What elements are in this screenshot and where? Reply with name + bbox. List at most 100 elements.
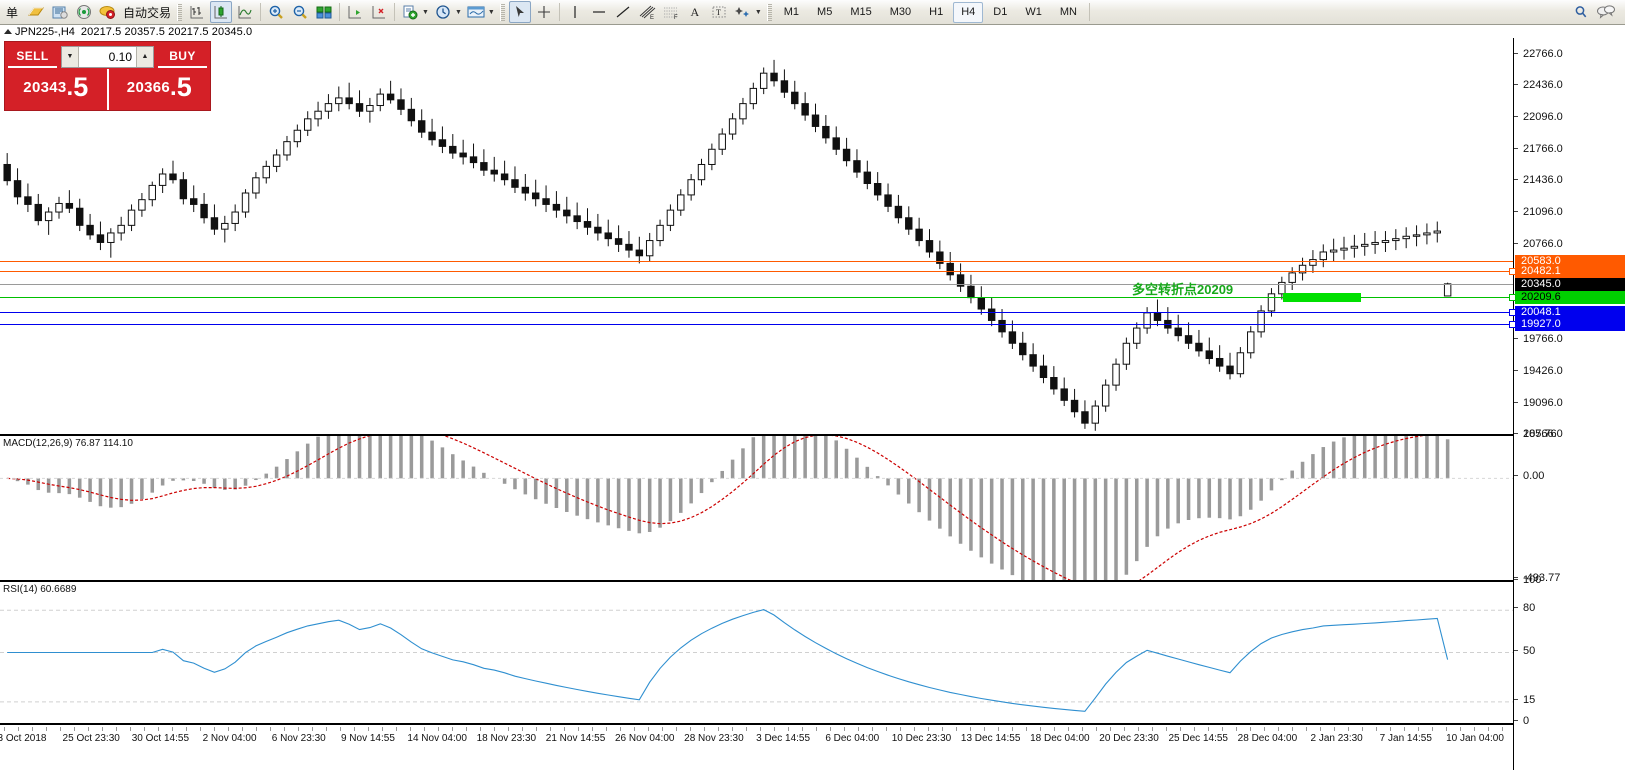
period-clock-icon[interactable]: [432, 1, 454, 23]
folder-icon[interactable]: [25, 1, 47, 23]
search-icon[interactable]: [1570, 1, 1592, 23]
tile-windows-icon[interactable]: [313, 1, 335, 23]
add-indicator-icon[interactable]: [399, 1, 421, 23]
news-icon[interactable]: [49, 1, 71, 23]
rsi-tick-label: 50: [1514, 645, 1625, 657]
shapes-dropdown-icon[interactable]: ▼: [754, 8, 762, 16]
time-axis-label: 3 Dec 14:55: [756, 733, 811, 744]
text-box-icon[interactable]: T: [708, 1, 730, 23]
time-axis-label: 6 Nov 23:30: [271, 733, 326, 744]
tools-grip[interactable]: [499, 3, 505, 21]
price-level-badge[interactable]: 20209.6: [1515, 290, 1625, 304]
line-chart-icon[interactable]: [234, 1, 256, 23]
time-axis-tick: [1166, 727, 1167, 731]
timeframe-h4[interactable]: H4: [953, 1, 984, 23]
text-label-icon[interactable]: A: [690, 4, 700, 19]
time-axis-tick: [1068, 727, 1069, 731]
toolbar-grip[interactable]: [177, 3, 183, 21]
zoom-out-icon[interactable]: [289, 1, 311, 23]
timeframe-m1[interactable]: M1: [783, 6, 800, 18]
auto-scroll-icon[interactable]: [368, 1, 390, 23]
timeframe-grip[interactable]: [766, 3, 772, 21]
chart-shift-icon[interactable]: [344, 1, 366, 23]
sell-button[interactable]: SELL: [8, 45, 57, 68]
time-axis-tick: [1194, 727, 1195, 731]
price-scale[interactable]: 22766.0 22436.0 22096.0 21766.0 21436.0 21096…: [1509, 38, 1625, 770]
vertical-line-icon[interactable]: [564, 1, 586, 23]
time-axis-label: 13 Dec 14:55: [960, 733, 1021, 744]
time-axis-tick: [1208, 727, 1209, 731]
timeframe-m5[interactable]: M5: [817, 6, 833, 18]
crosshair-icon[interactable]: [533, 1, 555, 23]
chart-collapse-icon[interactable]: [4, 29, 12, 34]
timeframe-w1[interactable]: W1: [1025, 6, 1042, 18]
timeframe-mn[interactable]: MN: [1059, 6, 1077, 18]
chart-annotation-text[interactable]: 多空转折点20209: [1132, 281, 1234, 297]
period-dropdown-icon[interactable]: ▼: [454, 8, 462, 16]
time-axis-tick: [256, 727, 257, 731]
highlight-block: [1283, 292, 1361, 302]
time-axis-label: 18 Nov 23:30: [476, 733, 537, 744]
timeframe-h1[interactable]: H1: [929, 6, 944, 18]
volume-value[interactable]: 0.10: [108, 49, 132, 64]
price-pane[interactable]: 多空转折点20209: [0, 38, 1513, 434]
algo-trading-icon[interactable]: [97, 1, 119, 23]
volume-decrement-icon[interactable]: ▼: [62, 46, 79, 67]
time-axis-tick: [760, 727, 761, 731]
signal-icon[interactable]: [73, 1, 95, 23]
price-level-line[interactable]: [0, 270, 1513, 272]
volume-increment-icon[interactable]: ▲: [136, 46, 153, 67]
time-axis-tick: [788, 727, 789, 731]
time-axis-tick: [116, 727, 117, 731]
chat-icon[interactable]: [1594, 1, 1618, 23]
volume-stepper[interactable]: ▼ 0.10 ▲: [61, 45, 154, 68]
timeframe-m15[interactable]: M15: [850, 6, 872, 18]
timeframe-d1[interactable]: D1: [993, 6, 1008, 18]
price-level-handle[interactable]: [1509, 267, 1516, 275]
zoom-in-icon[interactable]: [265, 1, 287, 23]
time-axis-tick: [1222, 727, 1223, 731]
trendline-icon[interactable]: [612, 1, 634, 23]
time-axis-tick: [74, 727, 75, 731]
buy-button[interactable]: BUY: [158, 45, 207, 68]
price-level-line[interactable]: [0, 312, 1513, 314]
time-axis-tick: [872, 727, 873, 731]
time-axis-tick: [32, 727, 33, 731]
price-level-line[interactable]: [0, 323, 1513, 325]
price-level-handle[interactable]: [1509, 309, 1516, 317]
autotrading-label[interactable]: 自动交易: [123, 5, 172, 20]
templates-dropdown-icon[interactable]: ▼: [487, 8, 495, 16]
price-level-badge[interactable]: 20048.1: [1515, 306, 1625, 320]
shapes-icon[interactable]: [732, 1, 754, 23]
time-axis-label: 9 Nov 14:55: [340, 733, 395, 744]
price-level-line[interactable]: [0, 296, 1513, 298]
price-level-line[interactable]: [0, 283, 1513, 285]
candlestick-chart-icon[interactable]: [210, 1, 233, 23]
price-level-badge[interactable]: 20482.1: [1515, 264, 1625, 278]
price-level-badge[interactable]: 19927.0: [1515, 317, 1625, 331]
templates-icon[interactable]: [465, 1, 487, 23]
time-axis-tick: [900, 727, 901, 731]
cursor-icon[interactable]: [508, 1, 531, 23]
equidistant-channel-icon[interactable]: E: [636, 1, 658, 23]
add-indicator-dropdown-icon[interactable]: ▼: [422, 8, 429, 16]
horizontal-line-icon[interactable]: [588, 1, 610, 23]
orders-icon[interactable]: 单: [5, 5, 18, 20]
price-level-badge[interactable]: 20345.0: [1515, 277, 1625, 291]
time-axis-label: 28 Nov 23:30: [684, 733, 744, 744]
chart-container[interactable]: 多空转折点20209 MACD(12,26,9) 76.87 114.10 RS…: [0, 38, 1625, 770]
time-axis-label: 30 Oct 14:55: [131, 733, 190, 744]
price-level-line[interactable]: [0, 261, 1513, 263]
bar-chart-icon[interactable]: [186, 1, 208, 23]
price-level-handle[interactable]: [1509, 293, 1516, 301]
rsi-pane[interactable]: RSI(14) 60.6689: [0, 580, 1513, 725]
timeframe-m30[interactable]: M30: [889, 6, 912, 18]
sell-price[interactable]: 20343 . 5: [5, 69, 107, 110]
price-level-handle[interactable]: [1509, 320, 1516, 328]
macd-tick-label: 0.00: [1514, 470, 1625, 482]
buy-price[interactable]: 20366 . 5: [109, 69, 211, 110]
fibonacci-icon[interactable]: F: [660, 1, 682, 23]
one-click-trading-panel[interactable]: SELL ▼ 0.10 ▲ BUY 20343 . 5 20366 . 5: [4, 41, 211, 111]
time-axis-tick: [676, 727, 677, 731]
macd-pane[interactable]: MACD(12,26,9) 76.87 114.10: [0, 434, 1513, 580]
